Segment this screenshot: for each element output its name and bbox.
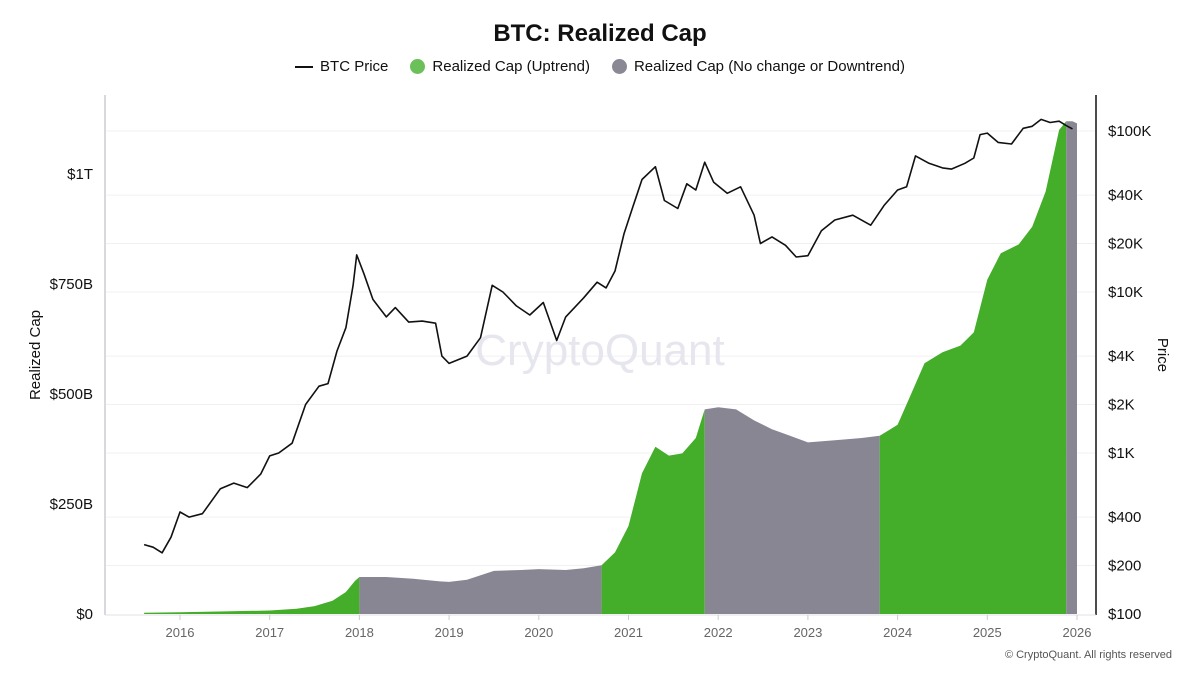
x-tick-label: 2017	[255, 625, 284, 640]
x-tick-label: 2024	[883, 625, 912, 640]
right-tick-label: $40K	[1108, 187, 1143, 204]
legend-item-downtrend[interactable]: Realized Cap (No change or Downtrend)	[611, 58, 905, 75]
left-tick-label: $500B	[50, 386, 93, 403]
right-tick-label: $20K	[1108, 236, 1143, 253]
right-tick-label: $100	[1108, 606, 1141, 623]
right-axis-ticks: $100 $200 $400 $1K $2K $4K $10K $20K $40K $100K	[1108, 123, 1151, 623]
x-tick-label: 2016	[166, 625, 195, 640]
legend: BTC Price Realized Cap (Uptrend) Realize…	[0, 58, 1200, 75]
realized-cap-downtrend-area	[704, 407, 880, 614]
legend-item-btc-price[interactable]: BTC Price	[295, 58, 388, 75]
right-axis-title: Price	[1154, 338, 1171, 372]
realized-cap-uptrend-area	[879, 121, 1067, 614]
right-tick-label: $1K	[1108, 445, 1135, 462]
x-axis-ticks: 2016 2017 2018 2019 2020 2021 2022 2023 2024 2025…	[166, 615, 1092, 640]
left-axis-title: Realized Cap	[27, 310, 44, 400]
left-tick-label: $750B	[50, 276, 93, 293]
x-tick-label: 2019	[435, 625, 464, 640]
x-tick-label: 2018	[345, 625, 374, 640]
x-tick-label: 2022	[704, 625, 733, 640]
left-tick-label: $250B	[50, 496, 93, 513]
right-tick-label: $200	[1108, 558, 1141, 575]
right-tick-label: $100K	[1108, 123, 1151, 140]
btc-price-series	[143, 118, 1073, 554]
legend-label: BTC Price	[320, 58, 389, 75]
x-tick-label: 2020	[524, 625, 553, 640]
right-tick-label: $2K	[1108, 397, 1135, 414]
x-tick-label: 2025	[973, 625, 1002, 640]
right-tick-label: $400	[1108, 509, 1141, 526]
realized-cap-downtrend-area	[1066, 121, 1077, 614]
realized-cap-areas	[144, 121, 1077, 614]
realized-cap-downtrend-area	[359, 565, 602, 614]
copyright: © CryptoQuant. All rights reserved	[1004, 649, 1172, 661]
realized-cap-uptrend-area	[601, 409, 705, 614]
left-axis-ticks: $0 $250B $500B $750B $1T	[50, 166, 93, 623]
legend-label: Realized Cap (Uptrend)	[432, 58, 590, 75]
x-tick-label: 2023	[793, 625, 822, 640]
legend-dot-swatch	[410, 59, 426, 74]
right-tick-label: $10K	[1108, 284, 1143, 301]
left-tick-label: $1T	[67, 166, 93, 183]
legend-line-swatch	[295, 65, 314, 68]
realized-cap-uptrend-area	[144, 577, 360, 614]
legend-label: Realized Cap (No change or Downtrend)	[633, 58, 905, 75]
x-tick-label: 2026	[1063, 625, 1092, 640]
watermark: CryptoQuant	[475, 326, 724, 375]
left-tick-label: $0	[76, 606, 93, 623]
legend-item-uptrend[interactable]: Realized Cap (Uptrend)	[410, 58, 590, 75]
legend-dot-swatch	[611, 59, 627, 74]
chart-title: BTC: Realized Cap	[493, 20, 707, 47]
right-tick-label: $4K	[1108, 348, 1135, 365]
btc-price-line	[143, 118, 1073, 554]
x-tick-label: 2021	[614, 625, 643, 640]
